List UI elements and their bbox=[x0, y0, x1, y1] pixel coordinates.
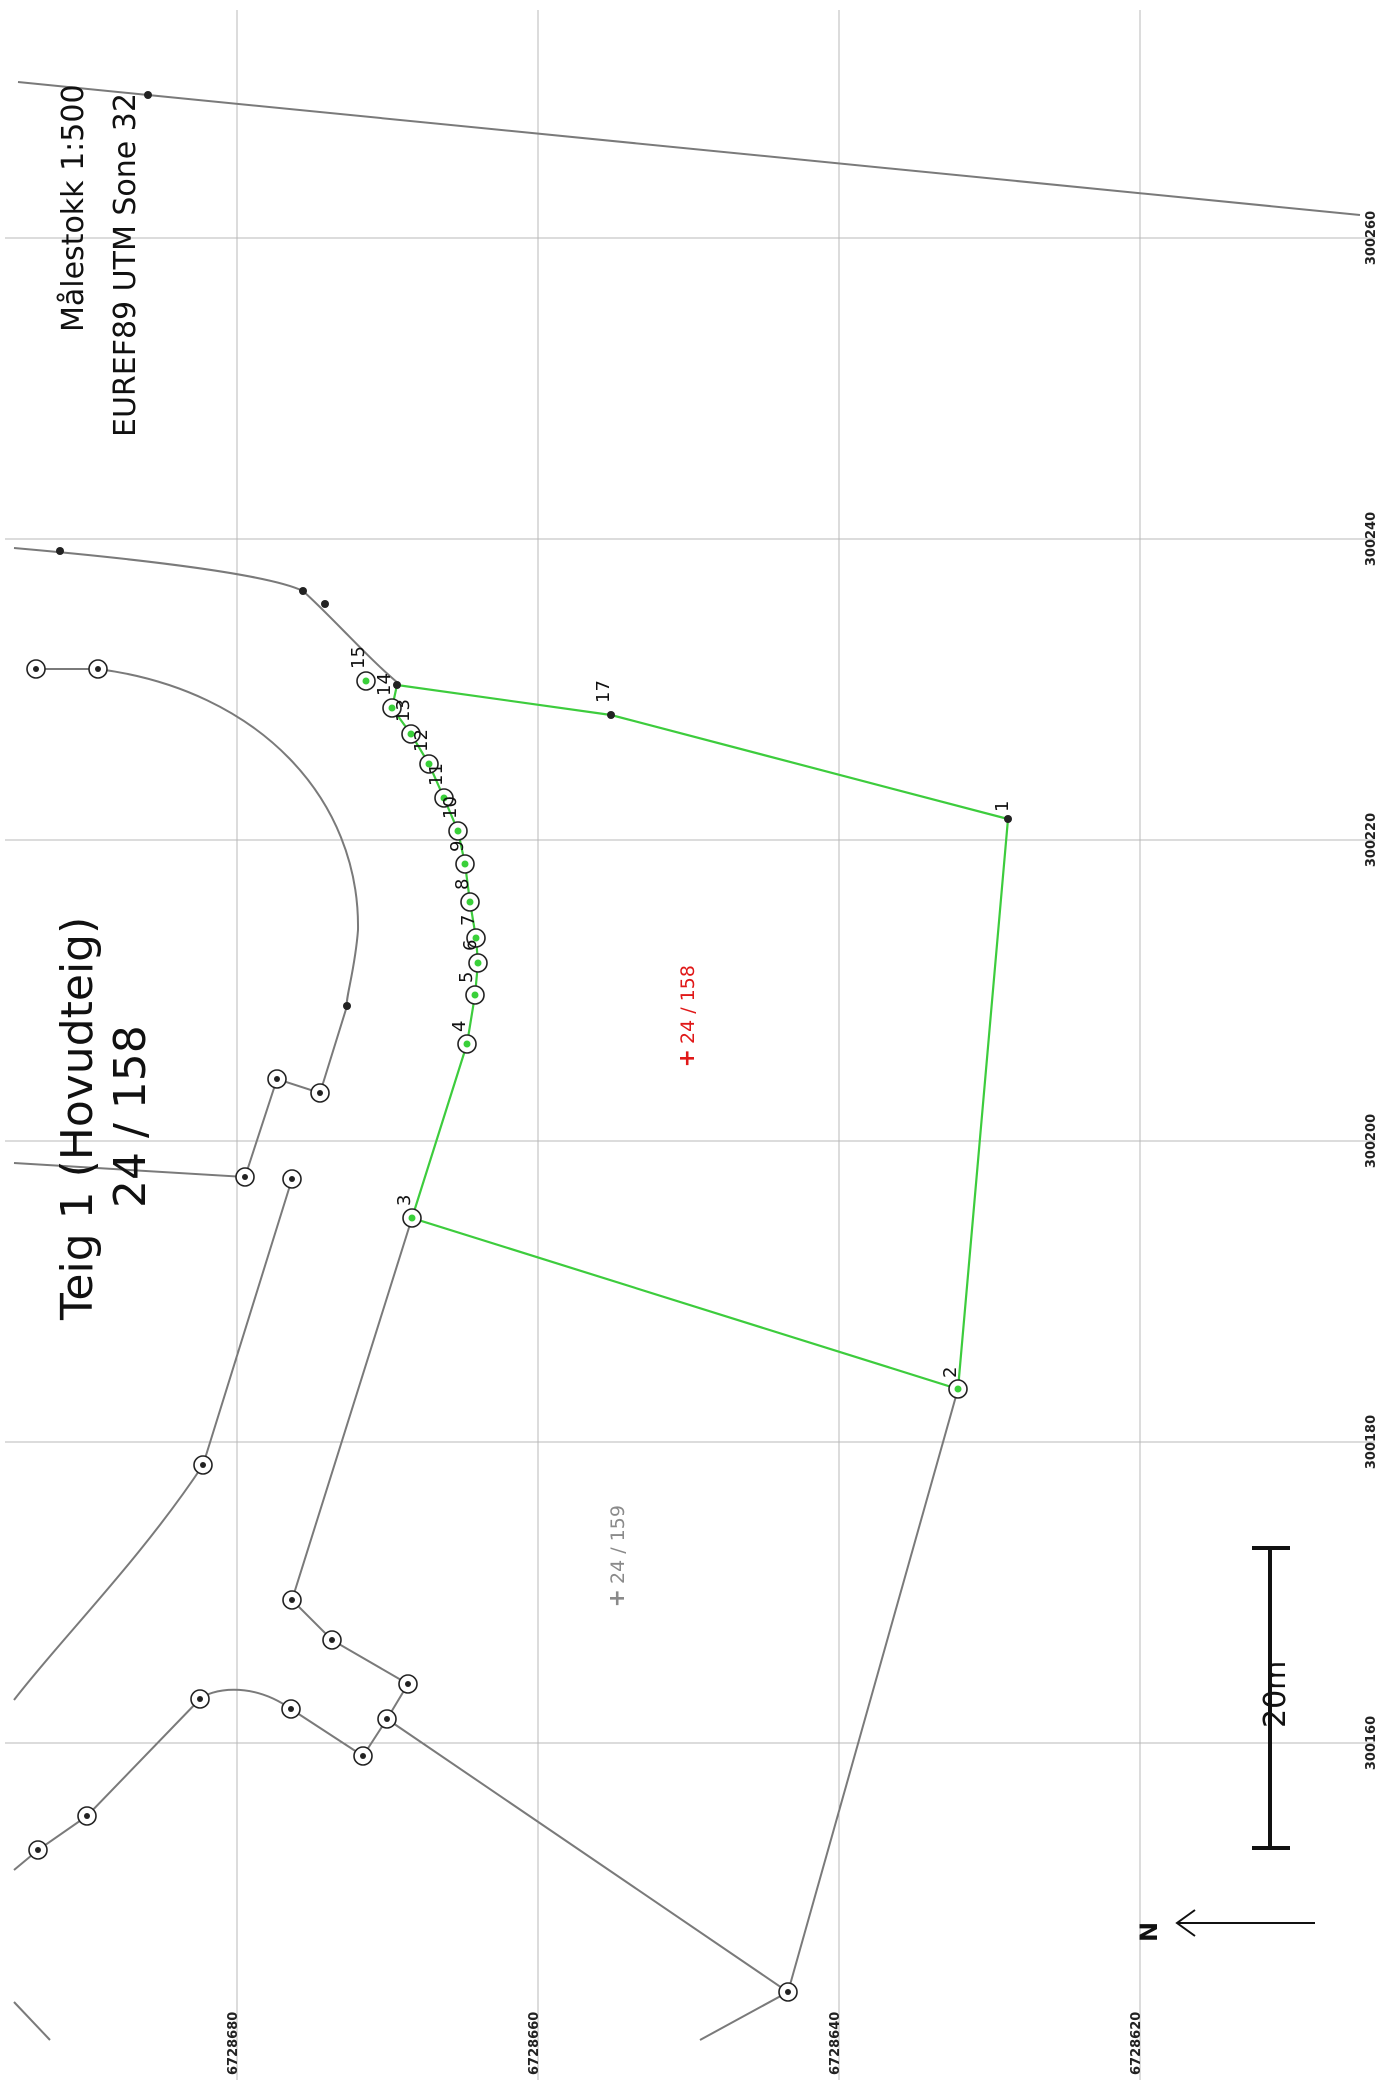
boundary-point-13[interactable] bbox=[401, 724, 421, 744]
boundary-line bbox=[13, 2001, 51, 2041]
boundary-point-12[interactable] bbox=[419, 754, 439, 774]
boundary-point bbox=[310, 1083, 330, 1103]
point-numbers: 1 2 3 4 5 6 7 8 9 10 11 12 13 14 15 17 bbox=[348, 646, 1013, 1378]
boundary-point bbox=[88, 659, 108, 679]
easting-label: 300180 bbox=[1364, 1415, 1379, 1469]
easting-label: 300260 bbox=[1364, 211, 1379, 265]
boundary-point bbox=[235, 1167, 255, 1187]
crs-text: EUREF89 UTM Sone 32 bbox=[108, 93, 143, 437]
boundary-point-14[interactable] bbox=[382, 698, 402, 718]
point-number-label: 15 bbox=[348, 646, 369, 669]
boundary-line bbox=[787, 1388, 959, 1993]
point-number-label: 11 bbox=[426, 763, 447, 786]
boundary-point-2[interactable] bbox=[948, 1379, 968, 1399]
boundary-point bbox=[377, 1709, 397, 1729]
parcel-boundary-24-158[interactable] bbox=[390, 683, 1010, 1391]
boundary-point-4[interactable] bbox=[457, 1034, 477, 1054]
boundary-point-9[interactable] bbox=[455, 854, 475, 874]
parcel-label-neighbor: 24 / 159 + bbox=[605, 1505, 630, 1607]
grid-labels: 300260 300240 300220 300200 300180 30016… bbox=[226, 211, 1379, 2075]
point-number-label: 1 bbox=[992, 801, 1013, 812]
boundary-point bbox=[281, 1699, 301, 1719]
point-number-label: 5 bbox=[456, 972, 477, 983]
boundary-point bbox=[28, 1840, 48, 1860]
boundary-point-17[interactable] bbox=[607, 711, 615, 719]
boundary-point bbox=[299, 587, 307, 595]
northing-label: 6728680 bbox=[226, 2012, 241, 2075]
neighbor-points bbox=[26, 91, 798, 2002]
boundary-point-7[interactable] bbox=[466, 928, 486, 948]
boundary-point bbox=[193, 1455, 213, 1475]
boundary-line bbox=[13, 1178, 293, 1701]
boundary-point bbox=[343, 1002, 351, 1010]
boundary-point-11[interactable] bbox=[434, 788, 454, 808]
point-number-label: 17 bbox=[593, 680, 614, 703]
point-number-label: 3 bbox=[394, 1195, 415, 1206]
boundary-point-1[interactable] bbox=[1004, 815, 1012, 823]
boundary-point-15[interactable] bbox=[356, 671, 376, 691]
boundary-point bbox=[778, 1982, 798, 2002]
boundary-point bbox=[77, 1806, 97, 1826]
boundary-point-8[interactable] bbox=[460, 892, 480, 912]
point-number-label: 9 bbox=[447, 841, 468, 852]
boundary-point bbox=[190, 1689, 210, 1709]
north-arrow: N bbox=[1135, 1909, 1315, 1942]
boundary-line bbox=[17, 81, 1361, 216]
easting-label: 300220 bbox=[1364, 813, 1379, 867]
boundary-point bbox=[56, 547, 64, 555]
boundary-point bbox=[321, 600, 329, 608]
point-number-label: 7 bbox=[458, 915, 479, 926]
boundary-point-14b[interactable] bbox=[393, 681, 401, 689]
northing-label: 6728640 bbox=[828, 2012, 843, 2075]
boundary-line bbox=[386, 1718, 790, 2041]
northing-label: 6728660 bbox=[527, 2012, 542, 2075]
boundary-point bbox=[282, 1169, 302, 1189]
boundary-point bbox=[26, 659, 46, 679]
boundary-line bbox=[13, 668, 360, 1179]
point-number-label: 12 bbox=[411, 729, 432, 752]
easting-label: 300200 bbox=[1364, 1114, 1379, 1168]
boundary-point bbox=[398, 1674, 418, 1694]
point-number-label: 8 bbox=[452, 879, 473, 890]
scale-bar-label: 20m bbox=[1258, 1661, 1293, 1728]
point-number-label: 13 bbox=[393, 699, 414, 722]
boundary-point bbox=[322, 1630, 342, 1650]
coordinate-grid bbox=[5, 10, 1375, 2080]
point-number-label: 10 bbox=[440, 796, 461, 819]
boundary-point bbox=[353, 1746, 373, 1766]
boundary-point-3[interactable] bbox=[402, 1208, 422, 1228]
northing-label: 6728620 bbox=[1129, 2012, 1144, 2075]
point-number-label: 14 bbox=[374, 673, 395, 696]
boundary-point-10[interactable] bbox=[448, 821, 468, 841]
parcel-label-neighbor-text: 24 / 159 bbox=[607, 1505, 629, 1584]
boundary-point-5[interactable] bbox=[465, 985, 485, 1005]
boundary-point bbox=[144, 91, 152, 99]
parcel-label-main: 24 / 158 + bbox=[675, 965, 700, 1067]
point-number-label: 6 bbox=[460, 940, 481, 951]
boundary-point bbox=[282, 1590, 302, 1610]
point-number-label: 2 bbox=[940, 1367, 961, 1378]
parcel-label-main-text: 24 / 158 bbox=[677, 965, 699, 1044]
north-arrow-head-icon bbox=[1175, 1909, 1196, 1937]
boundary-point-6[interactable] bbox=[468, 953, 488, 973]
point-number-label: 4 bbox=[449, 1021, 470, 1032]
boundary-line bbox=[13, 547, 399, 684]
parcel-centroid-marker: + bbox=[675, 1049, 700, 1067]
map-title: Teig 1 (Hovudteig) bbox=[52, 917, 103, 1321]
scale-ratio-text: Målestokk 1:500 bbox=[56, 84, 91, 332]
boundary-point bbox=[267, 1069, 287, 1089]
parcel-centroid-marker: + bbox=[605, 1589, 630, 1607]
easting-label: 300240 bbox=[1364, 512, 1379, 566]
north-label: N bbox=[1135, 1922, 1163, 1942]
easting-label: 300160 bbox=[1364, 1716, 1379, 1770]
map-subtitle: 24 / 158 bbox=[105, 1025, 156, 1208]
parcel-points[interactable] bbox=[356, 671, 1012, 1399]
scale-bar: 20m bbox=[1252, 1546, 1293, 1850]
